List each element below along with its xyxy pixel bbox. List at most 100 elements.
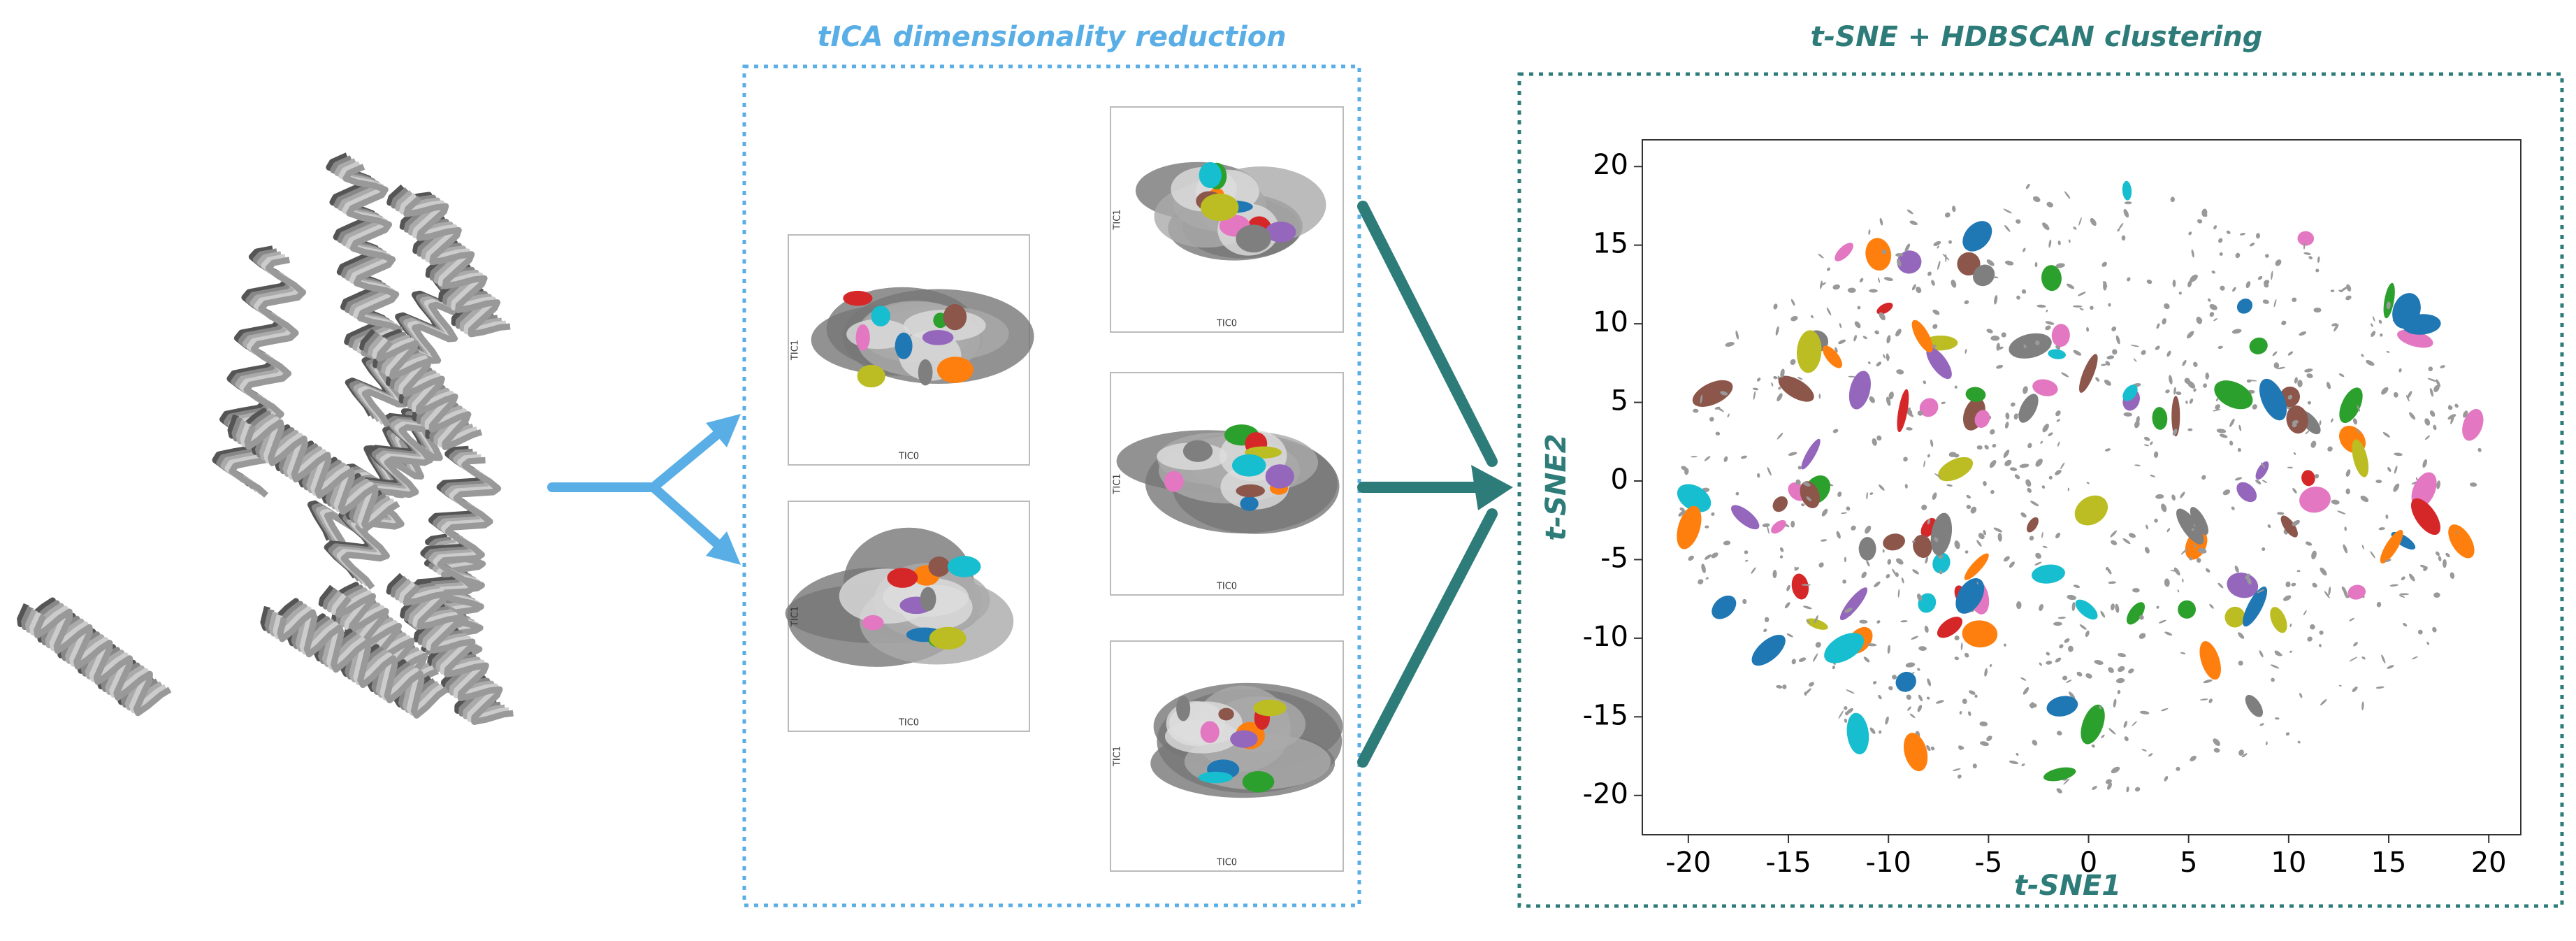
cluster-blob — [2162, 318, 2166, 325]
cluster-blob — [918, 359, 933, 386]
cluster-blob — [1677, 505, 1702, 549]
tica-title: tICA dimensionality reduction — [817, 21, 1286, 53]
cluster-blob — [2122, 385, 2138, 401]
cluster-blob — [1906, 209, 1913, 215]
cluster-blob — [2020, 512, 2027, 518]
cluster-blob — [1946, 484, 1953, 487]
cluster-blob — [1930, 512, 1953, 556]
cluster-blob — [2389, 584, 2398, 587]
cluster-blob — [2048, 475, 2053, 480]
cluster-blob — [1684, 468, 1689, 475]
cluster-blob — [2349, 617, 2354, 622]
cluster-blob — [1773, 303, 1778, 310]
cluster-blob — [1794, 567, 1800, 571]
cluster-blob — [1846, 707, 1853, 714]
cluster-blob — [1720, 391, 1728, 396]
cluster-blob — [2447, 405, 2453, 410]
cluster-blob — [2275, 259, 2282, 266]
cluster-blob — [2045, 325, 2051, 331]
cluster-blob — [2229, 418, 2235, 427]
cluster-blob — [2262, 299, 2269, 304]
cluster-blob — [929, 626, 967, 650]
cluster-blob — [2122, 538, 2131, 545]
cluster-blob — [1918, 593, 1937, 613]
cluster-blob — [2214, 380, 2253, 410]
cluster-blob — [1866, 560, 1870, 567]
cluster-blob — [2289, 650, 2293, 653]
cluster-blob — [2004, 224, 2011, 232]
cluster-blob — [1886, 353, 1890, 361]
cluster-blob — [1897, 250, 1922, 274]
cluster-blob — [1918, 694, 1923, 702]
cluster-blob — [2010, 402, 2016, 407]
x-axis-label: TIC0 — [1216, 582, 1237, 592]
y-axis-label: TIC1 — [1113, 473, 1123, 494]
cluster-blob — [2292, 519, 2300, 526]
cluster-blob — [1827, 267, 1830, 271]
cluster-blob — [2100, 610, 2106, 618]
cluster-blob — [1231, 454, 1266, 477]
cluster-blob — [2164, 631, 2173, 636]
cluster-blob — [2146, 279, 2152, 285]
cluster-blob — [2150, 441, 2153, 445]
cluster-blob — [2056, 788, 2062, 793]
x-axis-label: t-SNE1 — [2014, 870, 2121, 902]
cluster-blob — [2112, 349, 2118, 355]
cluster-blob — [2009, 333, 2052, 359]
cluster-blob — [2308, 256, 2313, 259]
cluster-blob — [1869, 492, 1874, 495]
cluster-blob — [887, 568, 918, 588]
cluster-blob — [2023, 344, 2027, 349]
cluster-blob — [2152, 407, 2168, 430]
cluster-blob — [2319, 644, 2322, 647]
cluster-blob — [1932, 324, 1938, 329]
cluster-blob — [2079, 308, 2084, 310]
cluster-blob — [2381, 654, 2386, 663]
cluster-blob — [2292, 297, 2297, 303]
ribbon — [244, 419, 400, 531]
cluster-blob — [2438, 556, 2442, 561]
cluster-blob — [1962, 221, 1992, 252]
cluster-blob — [1869, 727, 1876, 734]
cluster-blob — [2055, 263, 2065, 268]
cluster-blob — [2247, 577, 2252, 585]
cluster-blob — [2046, 652, 2050, 656]
cluster-blob — [2126, 786, 2129, 793]
cluster-blob — [1976, 445, 1983, 450]
cluster-blob — [1832, 284, 1840, 290]
cluster-blob — [2003, 556, 2010, 562]
cluster-blob — [1801, 438, 1821, 470]
cluster-blob — [2250, 243, 2255, 247]
cluster-blob — [1678, 510, 1686, 517]
cluster-blob — [2264, 254, 2269, 258]
cluster-blob — [2104, 380, 2111, 386]
cluster-blob — [2003, 450, 2010, 458]
cluster-blob — [1939, 570, 1943, 575]
cluster-blob — [1693, 408, 1699, 413]
cluster-blob — [2443, 559, 2447, 568]
cluster-blob — [2056, 731, 2062, 735]
cluster-blob — [2209, 303, 2217, 310]
cluster-blob — [1853, 335, 1857, 342]
cluster-blob — [1865, 238, 1892, 271]
cluster-blob — [2259, 650, 2264, 658]
cluster-blob — [1767, 525, 1770, 534]
cluster-blob — [1933, 240, 1941, 246]
cluster-blob — [1904, 243, 1911, 252]
cluster-blob — [2320, 567, 2327, 576]
cluster-blob — [2154, 518, 2158, 523]
x-tick-label: -10 — [1866, 847, 1911, 879]
cluster-blob — [2073, 584, 2081, 589]
cluster-blob — [2197, 219, 2203, 224]
cluster-blob — [2004, 422, 2009, 429]
cluster-blob — [1954, 635, 1960, 640]
cluster-blob — [1705, 525, 1709, 529]
cluster-blob — [2123, 209, 2129, 218]
cluster-blob — [2176, 391, 2182, 396]
cluster-blob — [2386, 301, 2391, 310]
cluster-blob — [2048, 349, 2066, 359]
cluster-blob — [2190, 507, 2208, 536]
cluster-blob — [1874, 330, 1879, 335]
cluster-blob — [2101, 364, 2107, 366]
cluster-blob — [1876, 620, 1881, 624]
